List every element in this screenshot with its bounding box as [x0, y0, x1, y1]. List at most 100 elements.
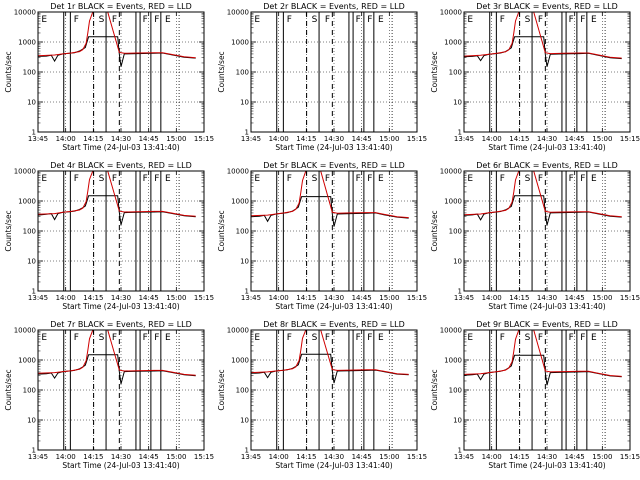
- y-axis-label: Counts/sec: [4, 369, 13, 410]
- event-marker-letter: S: [525, 15, 531, 25]
- event-marker-letter: F: [538, 333, 543, 343]
- x-tick-label: 14:15: [509, 135, 529, 143]
- y-tick-label: 10: [27, 417, 36, 425]
- x-tick-label: 15:15: [407, 294, 427, 302]
- x-tick-label: 15:00: [166, 453, 186, 461]
- x-tick-label: 15:15: [194, 453, 214, 461]
- x-tick-label: 14:30: [111, 453, 131, 461]
- event-marker-letter: F: [500, 15, 505, 25]
- x-axis-label: Start Time (24-Jul-03 13:41:40): [62, 302, 179, 311]
- x-tick-label: 14:00: [269, 135, 289, 143]
- y-tick-label: 10000: [14, 168, 36, 176]
- x-tick-label: 14:00: [56, 294, 76, 302]
- y-tick-label: 10: [453, 258, 462, 266]
- x-tick-label: 14:15: [509, 453, 529, 461]
- series-line-events: [464, 354, 622, 386]
- x-tick-label: 14:00: [482, 135, 502, 143]
- x-tick-label: 14:00: [482, 453, 502, 461]
- event-marker-letter: F: [325, 15, 330, 25]
- panel-title: Det 5r BLACK = Events, RED = LLD: [263, 161, 405, 170]
- y-axis-label: Counts/sec: [217, 210, 226, 251]
- y-tick-label: 1: [32, 447, 36, 455]
- x-tick-label: 14:00: [269, 294, 289, 302]
- x-tick-label: 15:00: [166, 135, 186, 143]
- x-tick-label: 13:45: [28, 135, 48, 143]
- panel-title: Det 9r BLACK = Events, RED = LLD: [476, 320, 618, 329]
- x-tick-label: 15:15: [620, 135, 640, 143]
- x-tick-label: 13:45: [454, 135, 474, 143]
- panel-title: Det 8r BLACK = Events, RED = LLD: [263, 320, 405, 329]
- x-tick-label: 14:00: [56, 453, 76, 461]
- y-tick-label: 10000: [227, 327, 249, 335]
- series-line-lld: [251, 171, 409, 219]
- x-tick-label: 15:00: [592, 294, 612, 302]
- y-tick-label: 1: [245, 129, 249, 137]
- x-tick-label: 14:15: [83, 294, 103, 302]
- event-marker-letter: F: [356, 15, 361, 25]
- y-tick-label: 1: [245, 288, 249, 296]
- event-marker-letter: F: [356, 174, 361, 184]
- x-tick-label: 14:45: [139, 453, 159, 461]
- event-marker-letter: F: [287, 174, 292, 184]
- x-tick-label: 14:30: [111, 135, 131, 143]
- y-tick-label: 10000: [227, 9, 249, 17]
- x-tick-label: 14:30: [324, 453, 344, 461]
- y-tick-label: 1000: [18, 198, 36, 206]
- event-marker-letter: F: [367, 333, 372, 343]
- x-axis-label: Start Time (24-Jul-03 13:41:40): [275, 302, 392, 311]
- series-line-events: [38, 36, 196, 67]
- series-line-lld: [464, 171, 622, 218]
- event-marker-letter: E: [254, 174, 260, 184]
- y-axis-label: Counts/sec: [217, 369, 226, 410]
- x-tick-label: 14:15: [296, 135, 316, 143]
- x-tick-label: 14:45: [565, 135, 585, 143]
- x-tick-label: 14:30: [111, 294, 131, 302]
- event-marker-letter: E: [467, 15, 473, 25]
- event-marker-letter: F: [569, 174, 574, 184]
- event-marker-letter: E: [378, 174, 384, 184]
- event-marker-letter: F: [569, 333, 574, 343]
- y-tick-label: 10: [240, 99, 249, 107]
- event-marker-letter: E: [467, 333, 473, 343]
- x-tick-label: 13:45: [454, 294, 474, 302]
- y-tick-label: 10000: [440, 168, 462, 176]
- x-tick-label: 14:30: [324, 135, 344, 143]
- event-marker-letter: E: [165, 333, 171, 343]
- event-marker-letter: E: [254, 333, 260, 343]
- panel-title: Det 7r BLACK = Events, RED = LLD: [50, 320, 192, 329]
- x-axis-label: Start Time (24-Jul-03 13:41:40): [275, 143, 392, 152]
- event-marker-letter: E: [378, 333, 384, 343]
- event-marker-letter: S: [312, 174, 318, 184]
- event-marker-letter: F: [500, 333, 505, 343]
- event-marker-letter: F: [112, 15, 117, 25]
- x-tick-label: 15:15: [407, 135, 427, 143]
- event-marker-letter: F: [356, 333, 361, 343]
- event-marker-letter: S: [312, 15, 318, 25]
- event-marker-letter: E: [591, 174, 597, 184]
- event-marker-letter: F: [367, 174, 372, 184]
- y-tick-label: 10000: [440, 9, 462, 17]
- y-tick-label: 100: [449, 387, 462, 395]
- x-tick-label: 14:45: [565, 453, 585, 461]
- x-tick-label: 14:15: [83, 453, 103, 461]
- y-tick-label: 10: [453, 99, 462, 107]
- series-line-events: [251, 196, 409, 227]
- x-tick-label: 15:15: [407, 453, 427, 461]
- x-tick-label: 14:00: [269, 453, 289, 461]
- y-tick-label: 1000: [18, 357, 36, 365]
- x-tick-label: 14:30: [537, 453, 557, 461]
- event-marker-letter: F: [143, 174, 148, 184]
- y-tick-label: 1: [458, 288, 462, 296]
- event-marker-letter: F: [143, 333, 148, 343]
- x-tick-label: 14:45: [565, 294, 585, 302]
- y-tick-label: 1: [32, 129, 36, 137]
- series-line-lld: [464, 330, 622, 377]
- event-marker-letter: F: [500, 174, 505, 184]
- event-marker-letter: F: [580, 333, 585, 343]
- event-marker-letter: F: [74, 333, 79, 343]
